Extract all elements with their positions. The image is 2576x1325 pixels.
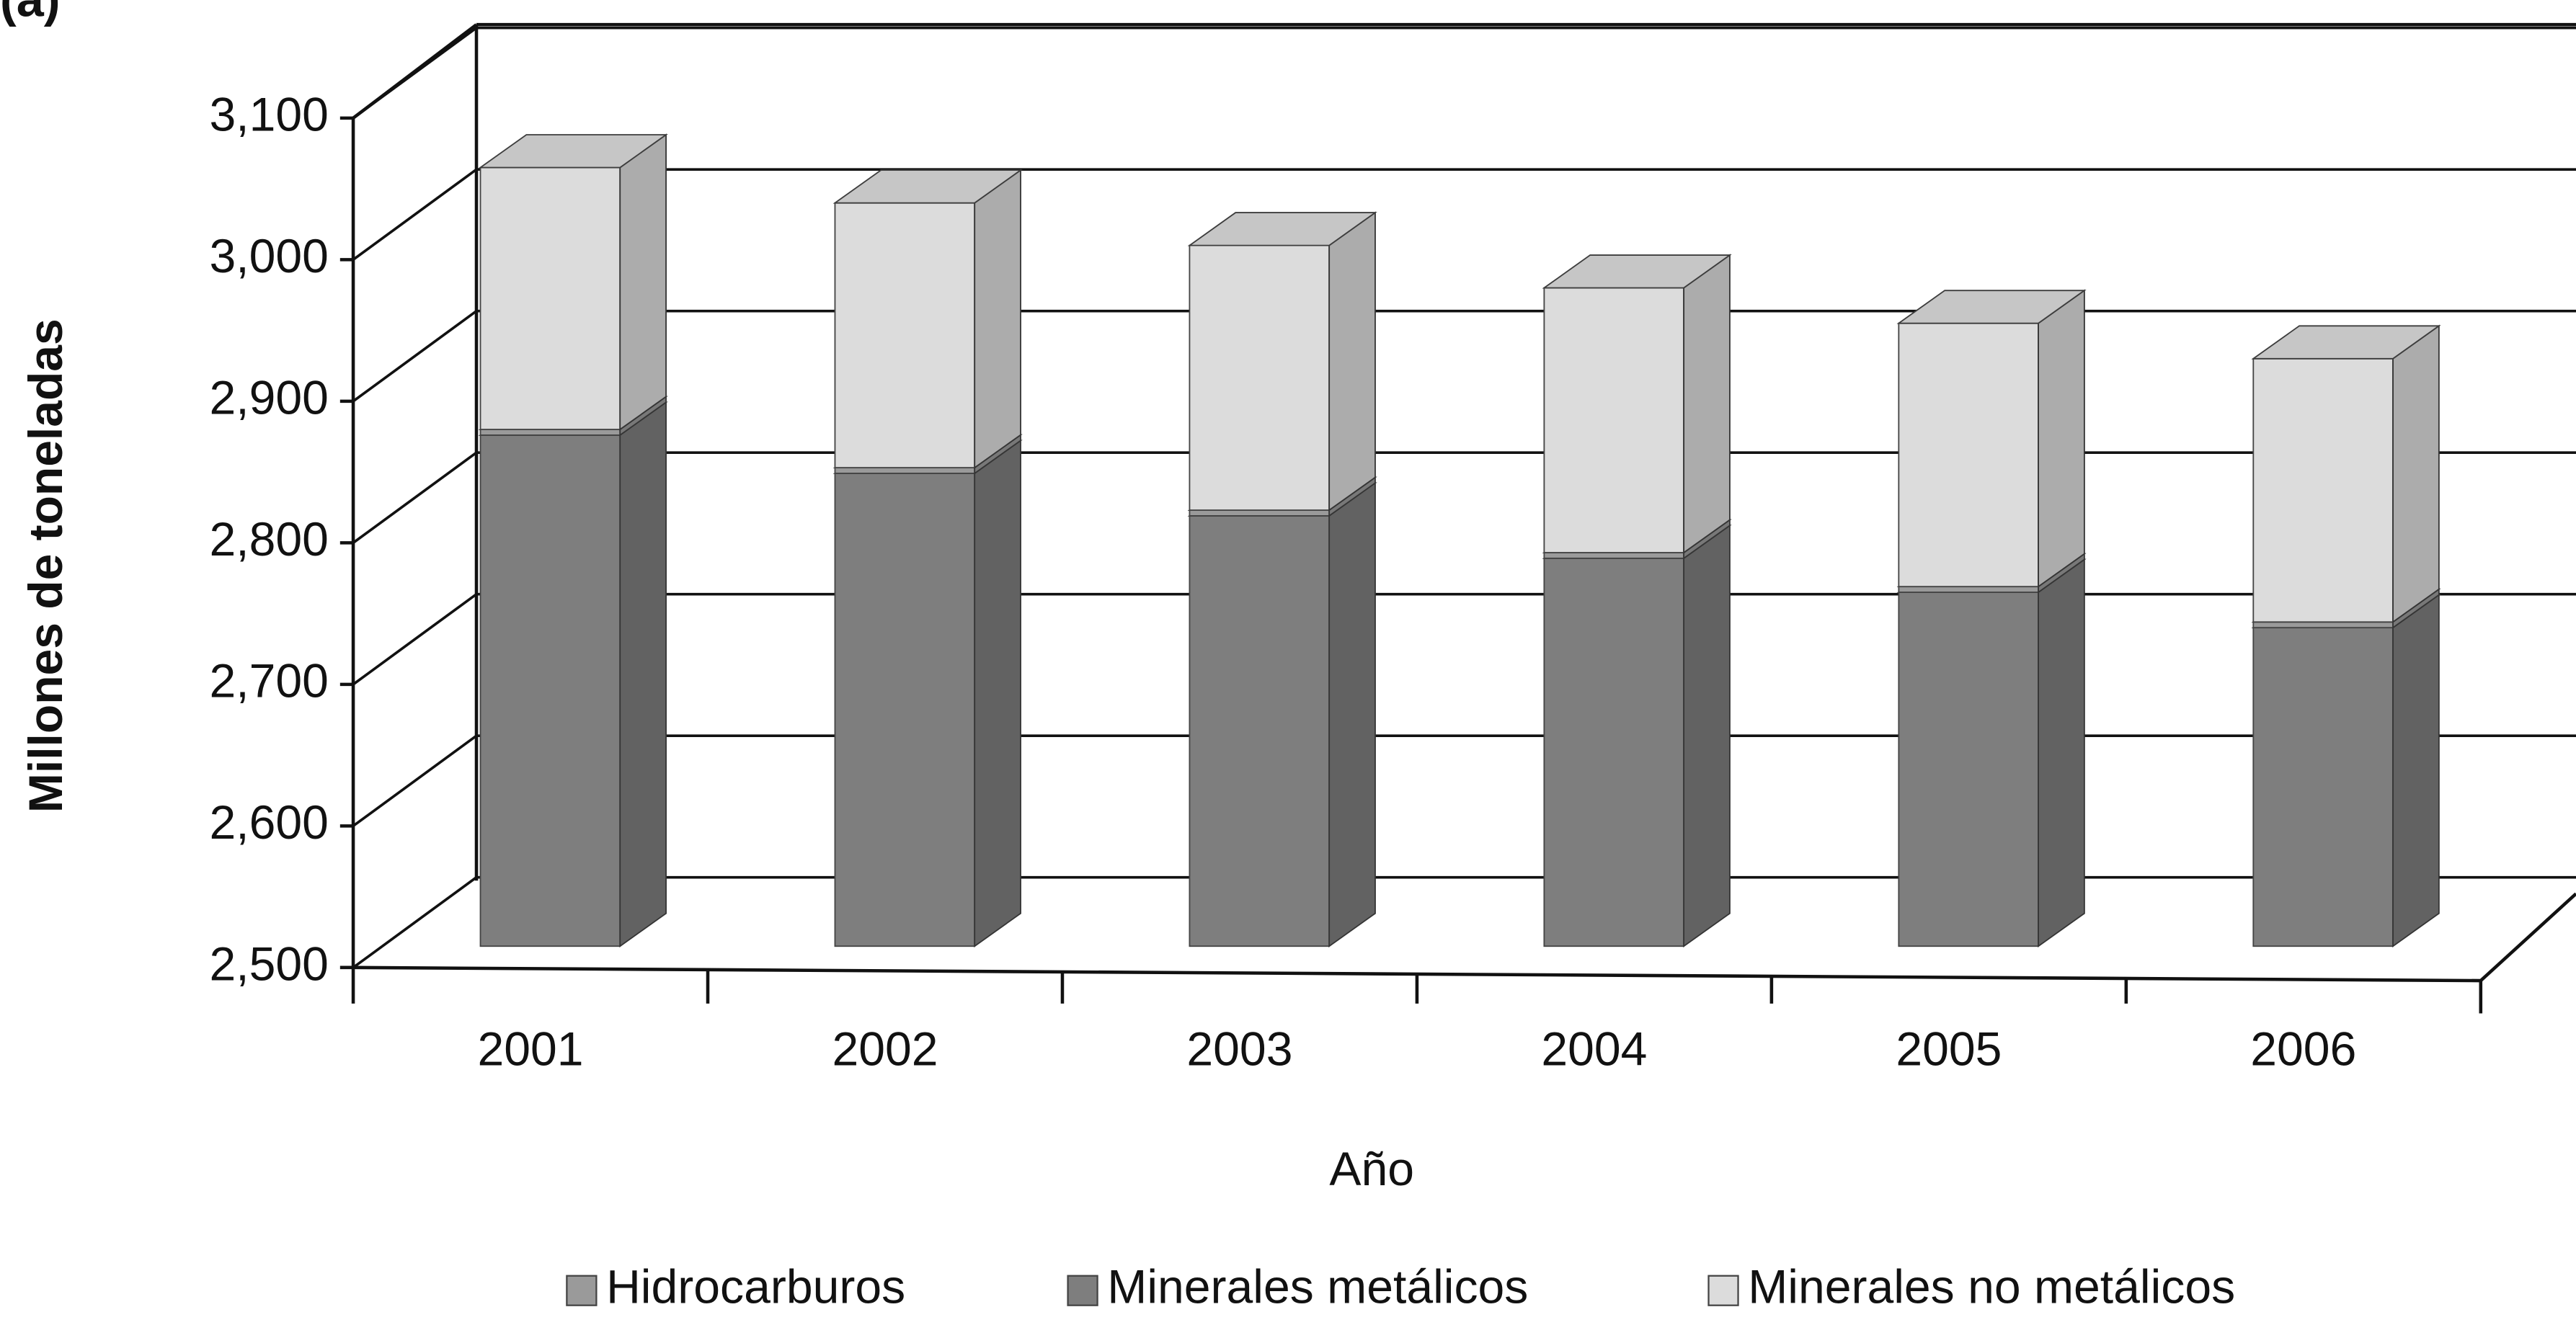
bar-segment <box>2251 593 2441 948</box>
bar-front <box>1898 322 2039 588</box>
bar-segment <box>1187 481 1377 948</box>
x-tick-label: 2003 <box>1186 1022 1292 1076</box>
y-tick-label: 2,500 <box>209 937 328 990</box>
bar-front <box>2252 621 2394 629</box>
bar-segment <box>1896 289 2087 588</box>
y-axis-label: Millones de toneladas <box>19 318 72 813</box>
bar-side <box>2392 593 2440 948</box>
bar-top <box>1542 254 1732 289</box>
grid-line <box>352 27 478 120</box>
y-tick-label: 2,800 <box>209 512 328 566</box>
bar-side <box>1328 211 1376 512</box>
y-tick-label: 2,700 <box>209 653 328 707</box>
bar-front <box>834 467 976 474</box>
x-tick-label: 2001 <box>478 1022 584 1076</box>
bar-front <box>834 473 976 947</box>
grid-line <box>352 310 478 403</box>
legend-swatch <box>1067 1275 1098 1306</box>
bar-side <box>2038 289 2085 588</box>
bar-side <box>619 133 667 431</box>
x-tick-label: 2002 <box>832 1022 938 1076</box>
bar-segment <box>832 169 1023 469</box>
bar-front <box>834 202 976 469</box>
frame <box>351 22 2576 983</box>
bar-segment <box>1896 558 2087 948</box>
bar-top <box>478 134 668 169</box>
bar-front <box>1543 552 1685 559</box>
bar-side <box>974 439 1021 948</box>
bar-side <box>2392 324 2440 624</box>
bar-segment <box>478 401 668 948</box>
bar-side <box>2038 558 2085 948</box>
grid-line <box>352 876 478 969</box>
y-tick-label: 2,600 <box>209 795 328 849</box>
y-tick-label: 2,900 <box>209 370 328 424</box>
bar-top <box>2251 325 2441 360</box>
bar-front <box>2252 627 2394 947</box>
x-tick-label: 2006 <box>2250 1022 2356 1076</box>
x-tick-label: 2005 <box>1896 1022 2002 1076</box>
bar-segment <box>478 133 668 431</box>
bar-front <box>1189 244 1331 511</box>
bar-front <box>1189 514 1331 947</box>
bar-segment <box>1542 524 1732 948</box>
bar-front <box>479 434 621 947</box>
bar-side <box>619 401 667 948</box>
grid-line <box>352 593 478 686</box>
bar-segment <box>2251 324 2441 624</box>
bar-front <box>479 429 621 436</box>
legend-label: Hidrocarburos <box>606 1260 905 1313</box>
legend-label: Minerales no metálicos <box>1748 1260 2235 1313</box>
bar-front <box>1543 557 1685 947</box>
bar-top <box>832 169 1023 204</box>
bar-front <box>2252 357 2394 623</box>
y-tick-label: 3,100 <box>209 87 328 140</box>
x-tick-label: 2004 <box>1541 1022 1647 1076</box>
legend-label: Minerales metálicos <box>1107 1260 1528 1313</box>
bar-segment <box>832 439 1023 948</box>
bar-side <box>1683 254 1731 554</box>
bar-top <box>1896 290 2087 324</box>
grid-line <box>352 168 478 261</box>
grid-line <box>352 734 478 827</box>
bar-segment <box>1187 211 1377 512</box>
chart-title: (a) <box>0 0 61 27</box>
bar-side <box>974 169 1021 469</box>
x-axis-label: Año <box>1329 1142 1414 1195</box>
bar-front <box>1543 287 1685 553</box>
bar-front <box>1898 592 2039 947</box>
bar-front <box>1898 586 2039 593</box>
bar-front <box>479 166 621 430</box>
bar-top <box>1187 212 1377 246</box>
bar-side <box>1683 524 1731 948</box>
legend-swatch <box>566 1275 598 1306</box>
y-tick-label: 3,000 <box>209 229 328 282</box>
bar-side <box>1328 481 1376 948</box>
bar-front <box>1189 509 1331 517</box>
legend-swatch <box>1707 1275 1739 1306</box>
grid-line <box>352 451 478 544</box>
bar-segment <box>1542 254 1732 554</box>
